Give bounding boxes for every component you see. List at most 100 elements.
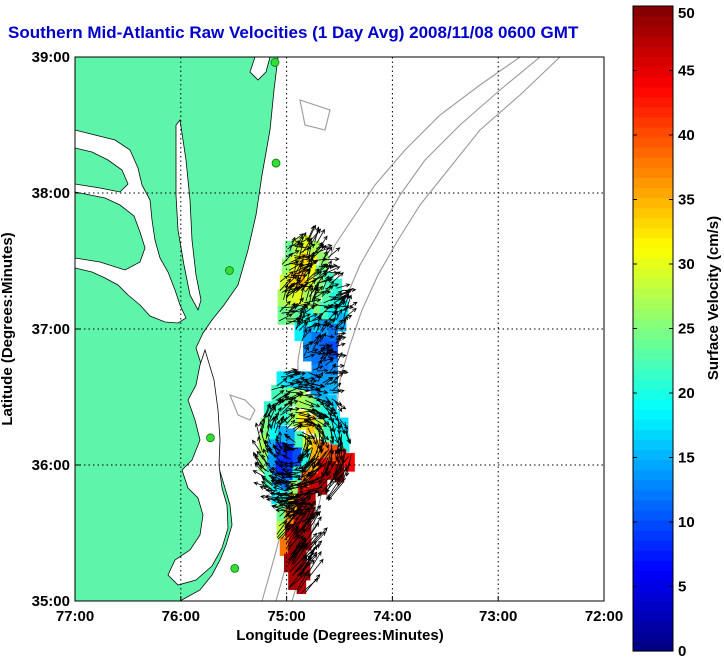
colorbar-segment [633, 429, 673, 440]
colorbar-segment [633, 369, 673, 380]
colorbar-segment [633, 399, 673, 410]
colorbar-tick-label: 35 [678, 192, 695, 209]
colorbar-segment [633, 318, 673, 329]
colorbar-segment [633, 550, 673, 561]
colorbar: 0 5 10 15 20 25 30 35 40 45 50 [633, 5, 695, 659]
colorbar-tick-label: 40 [678, 127, 695, 144]
x-tick-label: 75:00 [267, 608, 305, 625]
colorbar-tick-label: 0 [678, 643, 686, 659]
y-tick-label: 36:00 [32, 457, 70, 474]
colorbar-segment [633, 379, 673, 390]
colorbar-segment [633, 510, 673, 521]
colorbar-tick-label: 50 [678, 5, 695, 22]
colorbar-segment [633, 36, 673, 47]
colorbar-segment [633, 147, 673, 158]
colorbar-segment [633, 197, 673, 208]
colorbar-segment [633, 298, 673, 309]
colorbar-tick-label: 10 [678, 514, 695, 531]
colorbar-segment [633, 288, 673, 299]
colorbar-tick-label: 20 [678, 385, 695, 402]
colorbar-segment [633, 500, 673, 511]
x-tick-label: 74:00 [373, 608, 411, 625]
colorbar-segment [633, 560, 673, 571]
colorbar-segment [633, 127, 673, 138]
colorbar-segment [633, 208, 673, 219]
velocity-cell [295, 431, 304, 450]
colorbar-segment [633, 268, 673, 279]
colorbar-tick-label: 15 [678, 450, 695, 467]
colorbar-segment [633, 631, 673, 642]
colorbar-segment [633, 439, 673, 450]
colorbar-segment [633, 339, 673, 350]
colorbar-segment [633, 530, 673, 541]
x-tick-label: 77:00 [56, 608, 94, 625]
colorbar-segment [633, 570, 673, 581]
colorbar-segment [633, 591, 673, 602]
x-axis-label: Longitude (Degrees:Minutes) [236, 627, 444, 644]
colorbar-segment [633, 248, 673, 259]
radar-station [231, 564, 239, 572]
colorbar-segment [633, 187, 673, 198]
x-tick-label: 73:00 [479, 608, 517, 625]
colorbar-segment [633, 46, 673, 57]
colorbar-tick-label: 5 [678, 579, 686, 596]
colorbar-segment [633, 137, 673, 148]
colorbar-segment [633, 580, 673, 591]
chart-title: Southern Mid-Atlantic Raw Velocities (1 … [8, 23, 579, 42]
colorbar-segment [633, 540, 673, 551]
colorbar-segment [633, 349, 673, 360]
colorbar-label: Surface Velocity (cm/s) [705, 216, 722, 380]
colorbar-segment [633, 66, 673, 77]
colorbar-segment [633, 470, 673, 481]
colorbar-segment [633, 480, 673, 491]
colorbar-segment [633, 87, 673, 98]
colorbar-segment [633, 177, 673, 188]
colorbar-segment [633, 520, 673, 531]
x-tick-label: 72:00 [585, 608, 623, 625]
colorbar-segment [633, 329, 673, 340]
radar-station [272, 159, 280, 167]
colorbar-segment [633, 26, 673, 37]
colorbar-segment [633, 601, 673, 612]
colorbar-segment [633, 107, 673, 118]
y-tick-label: 35:00 [32, 593, 70, 610]
colorbar-segment [633, 641, 673, 652]
colorbar-segment [633, 117, 673, 128]
y-axis-label: Latitude (Degrees:Minutes) [0, 232, 16, 425]
colorbar-segment [633, 56, 673, 67]
colorbar-segment [633, 308, 673, 319]
y-axis-ticks: 35:00 36:00 37:00 38:00 39:00 [32, 49, 80, 610]
colorbar-segment [633, 359, 673, 370]
y-tick-label: 39:00 [32, 49, 70, 66]
colorbar-segment [633, 419, 673, 430]
colorbar-segment [633, 449, 673, 460]
x-tick-label: 76:00 [162, 608, 200, 625]
colorbar-tick-label: 30 [678, 256, 695, 273]
colorbar-segment [633, 157, 673, 168]
colorbar-tick-label: 45 [678, 63, 695, 80]
colorbar-segment [633, 258, 673, 269]
colorbar-segment [633, 460, 673, 471]
colorbar-segment [633, 389, 673, 400]
colorbar-segment [633, 409, 673, 420]
colorbar-tick-label: 25 [678, 321, 695, 338]
colorbar-segment [633, 228, 673, 239]
y-tick-label: 38:00 [32, 185, 70, 202]
colorbar-segment [633, 16, 673, 27]
colorbar-segment [633, 621, 673, 632]
colorbar-segment [633, 218, 673, 229]
y-tick-label: 37:00 [32, 321, 70, 338]
map-area [75, 57, 604, 601]
colorbar-segment [633, 490, 673, 501]
colorbar-segment [633, 278, 673, 289]
colorbar-segment [633, 6, 673, 17]
colorbar-segment [633, 611, 673, 622]
colorbar-segment [633, 97, 673, 108]
colorbar-segment [633, 167, 673, 178]
colorbar-segment [633, 77, 673, 88]
radar-station [271, 58, 279, 66]
radar-station [225, 267, 233, 275]
radar-station [206, 434, 214, 442]
colorbar-segment [633, 238, 673, 249]
